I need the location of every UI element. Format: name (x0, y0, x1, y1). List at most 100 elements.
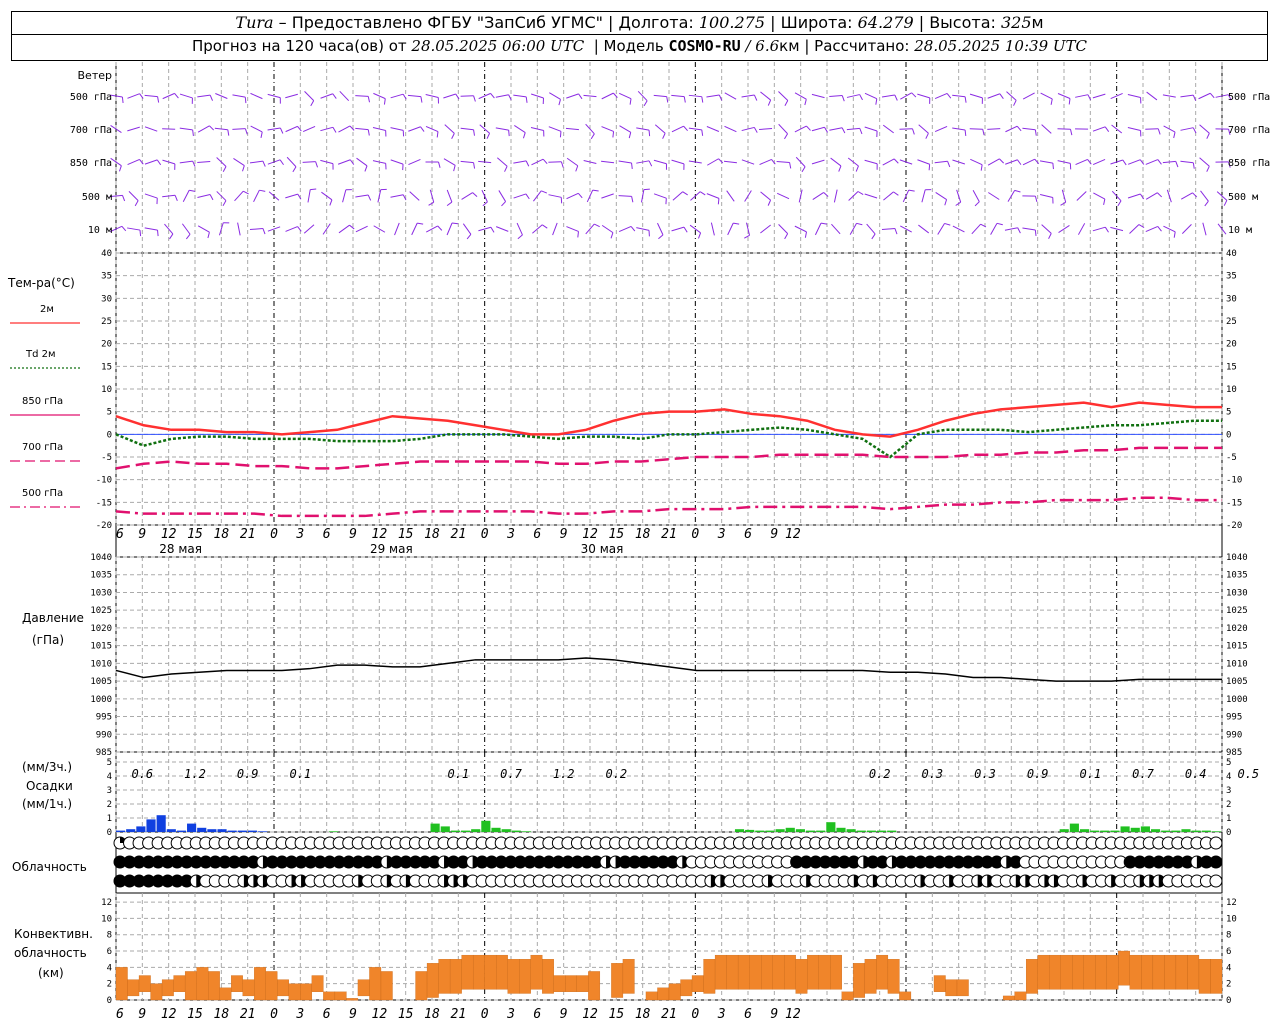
wind-barb (267, 127, 281, 131)
wind-barb-flag (1122, 159, 1127, 166)
precip-total: 0.9 (1027, 767, 1049, 781)
wind-barb (478, 160, 492, 164)
wind-barb-flag (332, 93, 337, 99)
wind-barb (741, 159, 755, 165)
wind-barb-flag (508, 130, 510, 137)
x-tick-label-bottom: 12 (582, 1007, 598, 1022)
wind-barb (109, 225, 123, 233)
wind-barb-flag (823, 192, 829, 197)
wind-barb-flag (859, 94, 863, 101)
wind-barb-flag (804, 231, 807, 238)
pres-ytick-left: 1030 (90, 588, 112, 598)
wind-barb-flag (297, 126, 302, 132)
conv-cloud-bar (449, 959, 462, 994)
wind-barb (934, 160, 948, 164)
conv-cloud-bar (1187, 954, 1200, 990)
wind-barb (811, 159, 825, 165)
x-tick-label-bottom: 15 (609, 1007, 625, 1022)
wind-barb-flag (1204, 200, 1209, 207)
cloud-fill (1162, 856, 1175, 868)
conv-ytick-left: 2 (107, 980, 112, 990)
precip-bar (755, 830, 765, 832)
cloud-fill (981, 856, 994, 868)
wind-barb-flag (630, 226, 636, 232)
cloud-fill (333, 856, 346, 868)
wind-barb (672, 191, 683, 201)
conv-cloud-bar (461, 954, 474, 990)
alt-label: | Высота: (913, 13, 1001, 32)
wind-barb (1061, 189, 1067, 203)
pres-ytick-left: 1015 (90, 642, 112, 652)
conv-cloud-bar (956, 979, 969, 997)
wind-barb (1200, 190, 1209, 202)
x-tick-label: 9 (138, 527, 146, 542)
conv-cloud-bar (772, 954, 785, 990)
wind-level-left: 500 гПа (70, 92, 112, 103)
conv-cloud-bar (507, 959, 520, 994)
wind-barb (778, 223, 789, 235)
wind-barb-flag (486, 133, 491, 139)
wind-barb-flag (262, 160, 266, 167)
wind-barb (531, 93, 544, 99)
wind-barb (179, 127, 193, 131)
wind-barb-flag (473, 129, 475, 136)
wind-barb (988, 192, 1000, 200)
wind-barb (1145, 128, 1159, 130)
wind-barb-flag (192, 160, 196, 167)
conv-cloud-bar (622, 959, 635, 994)
wind-barb (1180, 127, 1194, 131)
wind-barb-flag (894, 94, 898, 101)
conv-cloud-bar (542, 959, 554, 994)
wind-barb (1198, 92, 1211, 100)
conv-cloud-bar (576, 975, 589, 992)
wind-barb-flag (1034, 229, 1037, 236)
wind-barb-flag (504, 166, 508, 172)
wind-barb (460, 160, 474, 164)
wind-barb (232, 128, 246, 130)
temp-legend-label: 700 гПа (22, 442, 63, 453)
wind-barb-flag (666, 96, 669, 103)
wind-barb (795, 156, 806, 168)
wind-barb (583, 94, 597, 98)
wind-barb (690, 191, 701, 201)
wind-barb-flag (472, 192, 478, 198)
x-tick-label-bottom: 18 (635, 1007, 651, 1022)
wind-barb (566, 226, 579, 232)
wind-barb (1180, 94, 1194, 98)
cloud-fill (447, 856, 460, 868)
cloud-fill (247, 856, 260, 868)
x-tick-label: 9 (349, 527, 357, 542)
cloud-fill (819, 856, 832, 868)
wind-barb-flag (349, 159, 355, 165)
calc-prefix: | Рассчитано: (799, 37, 915, 55)
cloud-fill (561, 856, 574, 868)
wind-barb-flag (592, 189, 599, 192)
wind-barb (144, 126, 158, 132)
wind-barb-flag (1192, 192, 1198, 198)
wind-barb (601, 193, 614, 199)
wind-barb (987, 128, 1001, 130)
wind-barb-flag (1104, 226, 1109, 233)
wind-barb-flag (893, 191, 899, 196)
cloud-fill (1009, 856, 1022, 868)
cloud-fill (485, 856, 498, 868)
precip-bar (1140, 826, 1150, 832)
wind-barb (601, 160, 615, 164)
wind-barb (706, 193, 720, 199)
pres-ytick-left: 995 (96, 713, 112, 723)
wind-barb-flag (1157, 159, 1162, 165)
wind-barb-flag (718, 94, 723, 101)
lon-value: 100.275 (698, 13, 766, 32)
wind-barb-flag (174, 93, 179, 99)
wind-barb-flag (297, 226, 302, 232)
temp-ytick-left: 35 (101, 272, 112, 282)
wind-barb (970, 158, 983, 166)
wind-barb (513, 94, 527, 98)
forecast-time: 28.05.2025 06:00 UTC (411, 37, 585, 55)
wind-barb (496, 157, 508, 167)
wind-barb (355, 95, 369, 97)
conv-cloud-bar (1106, 954, 1119, 990)
x-tick-label: 9 (770, 527, 778, 542)
temp-legend-label: 500 гПа (22, 488, 63, 499)
wind-barb-flag (613, 92, 618, 98)
